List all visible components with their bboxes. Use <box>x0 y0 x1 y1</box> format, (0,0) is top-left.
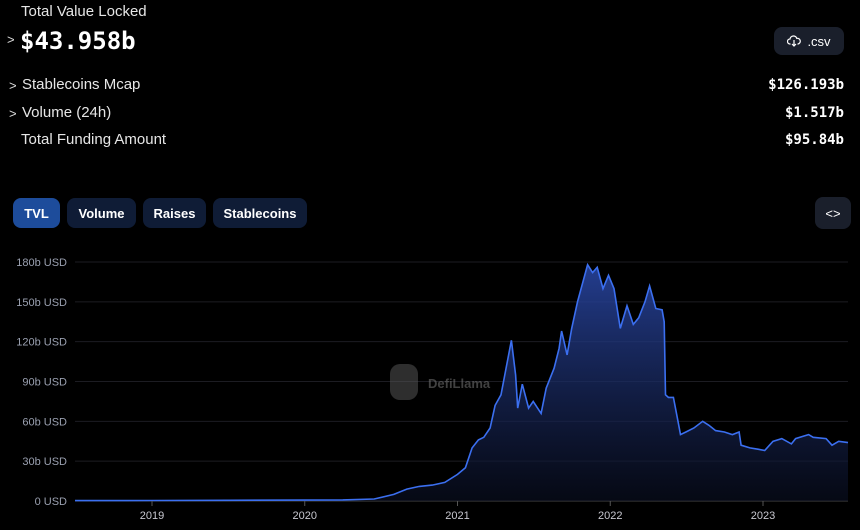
tvl-line <box>74 262 849 502</box>
x-tick-label: 2019 <box>140 510 164 522</box>
csv-label: .csv <box>807 33 831 49</box>
y-tick-label: 90b USD <box>22 377 67 389</box>
tab-stablecoins[interactable]: Stablecoins <box>213 198 307 228</box>
metric-value: $126.193b <box>768 77 844 93</box>
y-tick-label: 180b USD <box>16 257 67 269</box>
x-tick-label: 2020 <box>293 510 317 522</box>
metric-label: Volume (24h) <box>22 104 112 121</box>
metric-label: Total Funding Amount <box>21 131 167 148</box>
metric-label: Stablecoins Mcap <box>22 76 141 93</box>
tvl-area <box>75 264 848 501</box>
y-tick-label: 120b USD <box>16 337 67 349</box>
tvl-expand-chevron-icon[interactable]: > <box>7 32 15 47</box>
defillama-watermark: DefiLlama <box>390 364 491 400</box>
code-icon: <> <box>825 205 841 221</box>
tab-raises[interactable]: Raises <box>143 198 206 228</box>
x-tick-label: 2021 <box>445 510 469 522</box>
download-csv-button[interactable]: .csv <box>774 27 844 55</box>
metric-value: $1.517b <box>784 105 844 121</box>
chevron-right-icon: > <box>9 106 17 121</box>
tvl-chart: DefiLlama 0 USD 30b USD 60b USD 90b USD 120b… <box>16 257 849 522</box>
tab-volume[interactable]: Volume <box>67 198 136 228</box>
llama-logo-icon <box>390 364 418 400</box>
y-tick-label: 30b USD <box>22 456 67 468</box>
tvl-label: Total Value Locked <box>21 3 147 20</box>
metric-value: $95.84b <box>784 132 844 148</box>
tvl-value: $43.958b <box>20 27 136 55</box>
x-tick-label: 2022 <box>598 510 622 522</box>
chevron-right-icon: > <box>9 78 17 93</box>
y-tick-label: 0 USD <box>35 496 67 508</box>
cloud-download-icon <box>787 35 802 47</box>
tab-tvl[interactable]: TVL <box>13 198 60 228</box>
watermark-text: DefiLlama <box>428 376 491 391</box>
y-tick-label: 150b USD <box>16 297 67 309</box>
x-tick-label: 2023 <box>751 510 775 522</box>
embed-button[interactable]: <> <box>815 197 851 229</box>
y-tick-label: 60b USD <box>22 416 67 428</box>
